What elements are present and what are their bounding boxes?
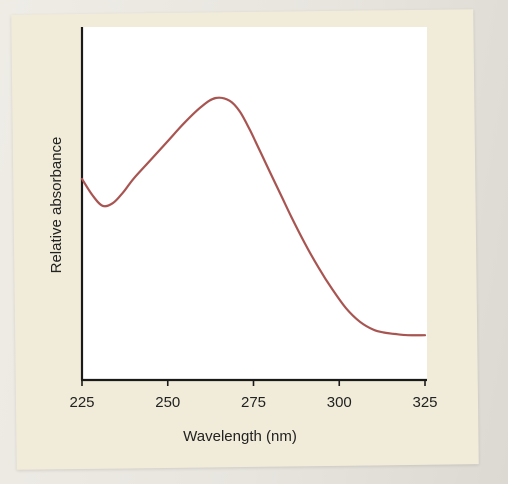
x-tick-label-275: 275 xyxy=(241,394,266,411)
x-tick-labels: 225 250 275 300 325 xyxy=(69,394,437,411)
x-axis-label: Wavelength (nm) xyxy=(183,428,297,445)
x-tick-label-225: 225 xyxy=(69,394,94,411)
x-ticks xyxy=(81,380,426,386)
x-tick-label-250: 250 xyxy=(155,394,180,411)
x-tick-label-325: 325 xyxy=(412,394,437,411)
plot-area xyxy=(82,27,427,380)
y-axis-label: Relative absorbance xyxy=(48,137,65,274)
x-tick-label-300: 300 xyxy=(327,394,352,411)
absorbance-curve xyxy=(80,96,427,337)
